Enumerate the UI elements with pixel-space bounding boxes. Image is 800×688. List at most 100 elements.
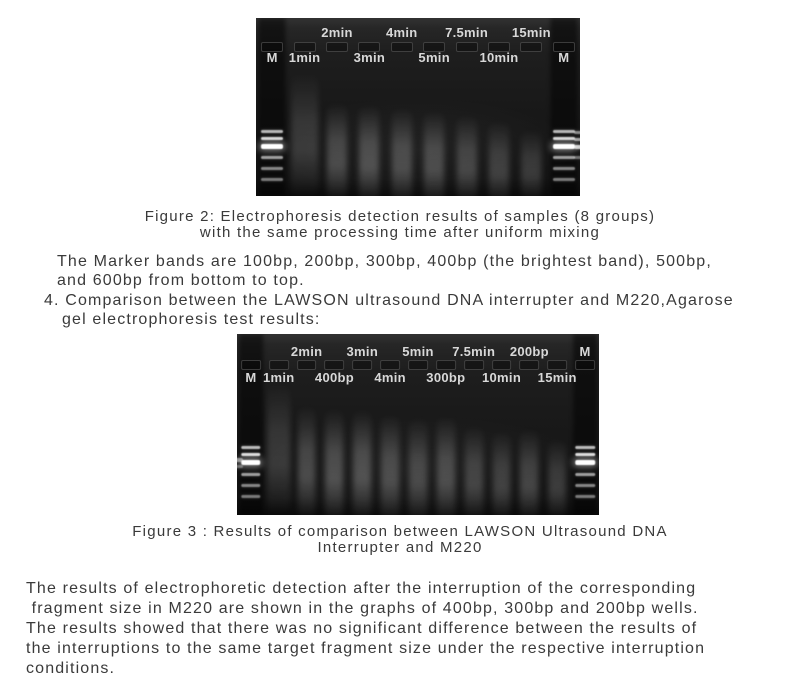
marker-band	[575, 484, 595, 487]
gel-lane-15min: 15min	[538, 334, 576, 515]
sample-smear	[353, 410, 372, 515]
gel-well	[296, 360, 317, 370]
closing-line1: The results of electrophoretic detection…	[26, 580, 697, 597]
sample-smear	[266, 384, 291, 514]
gel-well	[455, 42, 478, 52]
marker-band	[575, 446, 595, 449]
figure2-caption-line2: with the same processing time after unif…	[199, 224, 601, 241]
lane-label: M	[558, 50, 570, 65]
gel-well	[463, 360, 484, 370]
gel-lane-15min: 15min	[512, 18, 551, 196]
marker-band	[241, 460, 261, 465]
marker-lane-shade	[239, 334, 263, 515]
marker-band	[552, 156, 575, 159]
sliver-band	[237, 465, 243, 468]
marker-band	[261, 156, 284, 159]
marker-band	[261, 144, 284, 149]
sample-smear	[325, 409, 344, 515]
sample-smear	[548, 439, 566, 515]
item4-line2: gel electrophoresis test results:	[62, 311, 321, 328]
gel-lane-2min: 2min	[290, 334, 323, 515]
gel-lane-7-5min: 7.5min	[445, 18, 488, 196]
marker-note: The Marker bands are 100bp, 200bp, 300bp…	[57, 252, 712, 290]
sample-smear	[297, 406, 316, 515]
closing-line4: the interruptions to the same target fra…	[26, 640, 706, 657]
marker-band	[261, 137, 284, 140]
gel-edge-sliver	[237, 334, 247, 515]
lane-label: 2min	[321, 25, 353, 40]
closing-paragraph: The results of electrophoretic detection…	[26, 579, 705, 679]
lane-label: M	[266, 50, 278, 65]
gel-edge-sliver	[570, 18, 580, 196]
gel-well	[324, 360, 345, 370]
closing-line2: fragment size in M220 are shown in the g…	[26, 600, 699, 617]
gel-lane-7-5min: 7.5min	[452, 334, 495, 515]
lane-label: 300bp	[426, 370, 466, 385]
figure3-caption-line2: Interrupter and M220	[317, 539, 483, 556]
gel-well	[261, 42, 284, 52]
sample-smear	[409, 418, 427, 515]
gel-well	[268, 360, 289, 370]
sample-smear	[456, 115, 477, 196]
figure3-caption: Figure 3 : Results of comparison between…	[0, 524, 800, 556]
gel-well	[293, 42, 316, 52]
sliver-band	[574, 145, 580, 149]
gel-lane-10min: 10min	[479, 18, 518, 196]
marker-lane-shade	[258, 18, 286, 196]
gel-lane-4min: 4min	[386, 18, 418, 196]
gel-well	[491, 360, 512, 370]
lane-label: 7.5min	[452, 344, 496, 359]
marker-note-line1: The Marker bands are 100bp, 200bp, 300bp…	[57, 253, 712, 270]
gel-lane-10min: 10min	[482, 334, 521, 515]
gel-lane-2min: 2min	[321, 18, 353, 196]
gel-lane-1min: 1min	[288, 18, 320, 196]
lane-label: 4min	[386, 25, 418, 40]
lane-label: 2min	[290, 344, 323, 359]
gel-well	[520, 42, 543, 52]
gel-well	[380, 360, 401, 370]
sample-smear	[359, 105, 380, 196]
sample-smear	[521, 130, 542, 196]
marker-band	[552, 178, 575, 181]
marker-lane-shade	[550, 18, 578, 196]
sample-smear	[464, 426, 483, 515]
figure3-caption-line1: Figure 3 : Results of comparison between…	[132, 523, 668, 540]
marker-band	[241, 446, 261, 449]
gel-lane-1min: 1min	[263, 334, 294, 515]
gel-well	[423, 42, 446, 52]
lane-label: 5min	[402, 344, 434, 359]
gel-well	[575, 360, 595, 370]
gel-lane-4min: 4min	[374, 334, 406, 515]
gel-well	[552, 42, 575, 52]
marker-band	[552, 130, 575, 133]
marker-band	[241, 495, 261, 498]
sliver-band	[237, 458, 243, 462]
marker-note-line2: and 600bp from bottom to top.	[57, 272, 305, 289]
sample-smear	[290, 73, 319, 196]
lane-label: 15min	[511, 25, 551, 40]
gel-well	[435, 360, 456, 370]
figure2-caption-line1: Figure 2: Electrophoresis detection resu…	[144, 208, 656, 225]
gel-lane-m: M	[548, 18, 580, 196]
gel-well	[358, 42, 381, 52]
marker-band	[575, 473, 595, 476]
sliver-band	[574, 138, 580, 141]
lane-label: 10min	[481, 370, 522, 385]
marker-band	[552, 167, 575, 170]
gel-well	[390, 42, 413, 52]
marker-band	[241, 484, 261, 487]
lane-label: 3min	[346, 344, 379, 359]
gel-lane-200bp: 200bp	[510, 334, 549, 515]
sample-smear	[488, 121, 510, 196]
sample-smear	[520, 429, 539, 515]
closing-line5: conditions.	[26, 660, 116, 677]
lane-label: 15min	[537, 370, 577, 385]
marker-band	[241, 473, 261, 476]
lane-label: 5min	[418, 50, 450, 65]
sample-smear	[391, 108, 412, 196]
closing-line3: The results showed that there was no sig…	[26, 620, 698, 637]
marker-band	[261, 178, 284, 181]
lane-label: 3min	[353, 50, 386, 65]
marker-band	[552, 144, 575, 149]
